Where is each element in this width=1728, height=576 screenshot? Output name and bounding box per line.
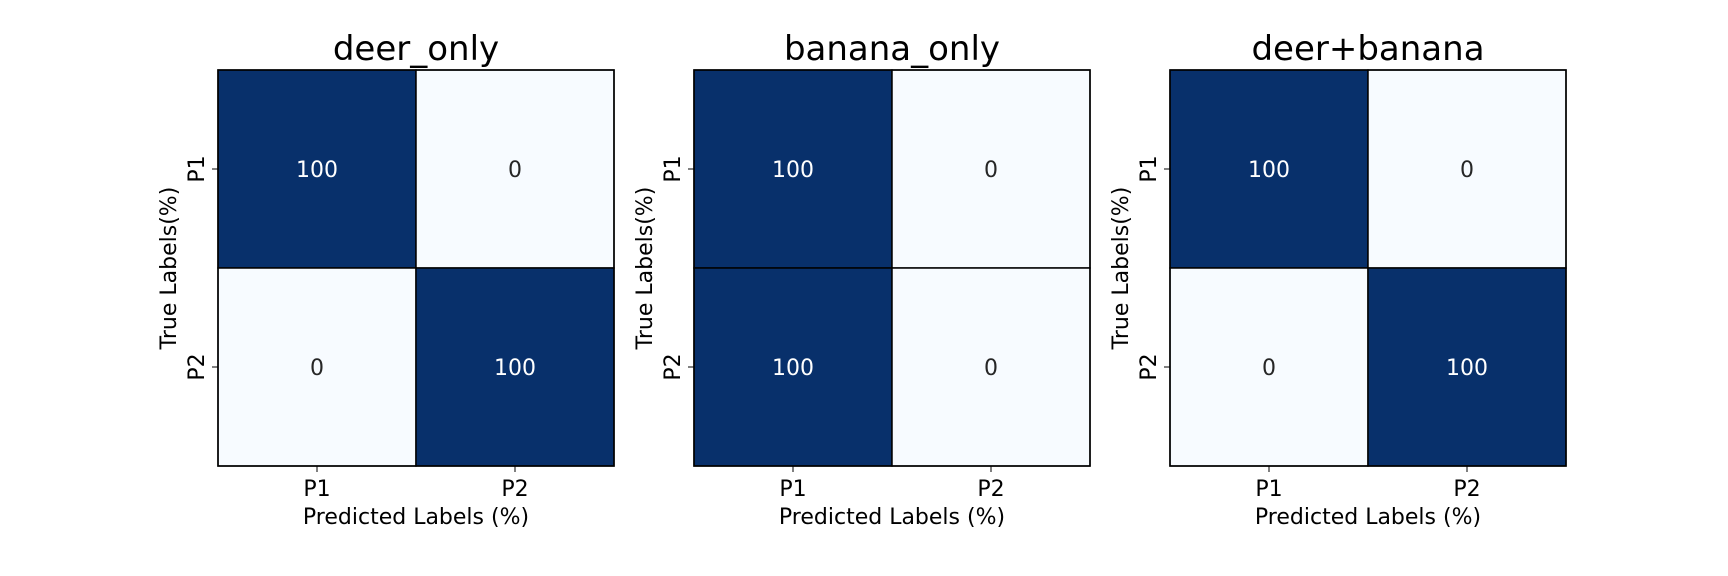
y-tick-label: P2: [1137, 353, 1162, 380]
cell-value-label: 0: [984, 158, 998, 183]
cell-value-label: 0: [1460, 158, 1474, 183]
cell-value-label: 100: [772, 356, 814, 381]
y-axis-label: True Labels(%): [1109, 187, 1134, 351]
cell-value-label: 0: [1262, 356, 1276, 381]
x-axis-label: Predicted Labels (%): [303, 505, 529, 530]
plot-frame: [693, 69, 1091, 467]
heatmap-cell: [1367, 267, 1567, 467]
heatmap-cell: [415, 69, 615, 269]
x-tick-label: P1: [779, 477, 806, 502]
x-tick-label: P2: [501, 477, 528, 502]
x-axis-label: Predicted Labels (%): [779, 505, 1005, 530]
heatmap-cell: [217, 267, 417, 467]
y-axis-label: True Labels(%): [157, 187, 182, 351]
x-axis-label: Predicted Labels (%): [1255, 505, 1481, 530]
plot-frame: [217, 69, 615, 467]
heatmap-panel-2: 100 0 100 0 banana_only P1 P2 P1 P2 Predicted Lab…: [633, 29, 1091, 530]
heatmap-panel-3: 100 0 0 100 deer+banana P1 P2 P1 P2 Predicted Lab…: [1109, 29, 1567, 530]
cell-value-label: 0: [310, 356, 324, 381]
cell-value-label: 0: [508, 158, 522, 183]
x-tick-label: P2: [977, 477, 1004, 502]
x-tick-label: P2: [1453, 477, 1480, 502]
x-tick-label: P1: [1255, 477, 1282, 502]
chart-title: banana_only: [784, 29, 1000, 69]
chart-title: deer+banana: [1251, 29, 1484, 69]
cell-value-label: 100: [772, 158, 814, 183]
heatmap-cell: [1169, 69, 1369, 269]
y-tick-label: P1: [185, 155, 210, 182]
cell-value-label: 100: [1248, 158, 1290, 183]
chart-title: deer_only: [333, 29, 499, 69]
y-tick-label: P1: [661, 155, 686, 182]
plot-frame: [1169, 69, 1567, 467]
heatmap-cell: [693, 267, 893, 467]
cell-value-label: 100: [296, 158, 338, 183]
cell-value-label: 100: [494, 356, 536, 381]
x-tick-label: P1: [303, 477, 330, 502]
y-tick-label: P2: [185, 353, 210, 380]
cell-value-label: 0: [984, 356, 998, 381]
y-tick-label: P2: [661, 353, 686, 380]
cell-value-label: 100: [1446, 356, 1488, 381]
y-tick-label: P1: [1137, 155, 1162, 182]
heatmap-cell: [693, 69, 893, 269]
heatmap-cell: [415, 267, 615, 467]
heatmap-cell: [1367, 69, 1567, 269]
heatmap-panel-1: 100 0 0 100 deer_only P1 P2 P1 P2 Predicted Label…: [157, 29, 615, 530]
heatmap-cell: [217, 69, 417, 269]
y-axis-label: True Labels(%): [633, 187, 658, 351]
heatmap-cell: [1169, 267, 1369, 467]
heatmap-cell: [891, 267, 1091, 467]
